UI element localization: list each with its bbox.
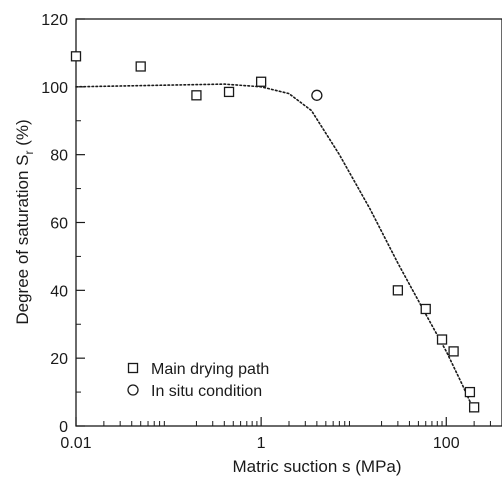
data-point-square [392,285,404,296]
y-tick-label: 60 [50,216,68,233]
plot-frame [75,18,502,427]
data-point-square [70,51,82,62]
y-axis-title: Degree of saturation Sr (%) [13,119,36,324]
ticks-layer: 0.01 1 100 0 20 40 60 80 100 120 [41,12,491,452]
data-point-square [223,86,235,98]
data-point-square [448,346,459,357]
x-axis-title: Matric suction s (MPa) [232,457,401,476]
y-tick-label: 0 [59,419,68,436]
data-point-square [420,303,431,315]
data-point-square [191,90,202,101]
data-point-square [135,61,146,72]
legend: Main drying path In situ condition [127,361,269,400]
y-tick-label: 20 [50,351,68,368]
fit-curve [75,83,475,412]
y-tick-label: 100 [41,80,68,97]
fit-curve-layer [75,83,475,412]
points-layer [70,51,480,413]
data-point-square [436,334,448,345]
y-axis-title-main: Degree of saturation S [13,155,32,325]
data-point-square [255,76,267,87]
legend-label-in-situ-condition: In situ condition [151,383,262,400]
x-tick-label: 0.01 [60,435,91,452]
x-tick-label: 1 [257,435,266,452]
data-point-square [464,386,476,398]
data-point-circle [311,89,323,101]
legend-label-main-drying-path: Main drying path [151,361,269,378]
y-axis-title-suffix: (%) [13,119,32,150]
y-tick-label: 120 [41,12,68,29]
y-axis-title-subscript: r [22,151,36,155]
y-tick-label: 40 [50,283,68,300]
x-tick-label: 100 [433,435,460,452]
y-tick-label: 80 [50,148,68,165]
data-point-square [468,402,480,413]
legend-circle-marker [127,384,139,396]
legend-square-marker [127,362,139,374]
